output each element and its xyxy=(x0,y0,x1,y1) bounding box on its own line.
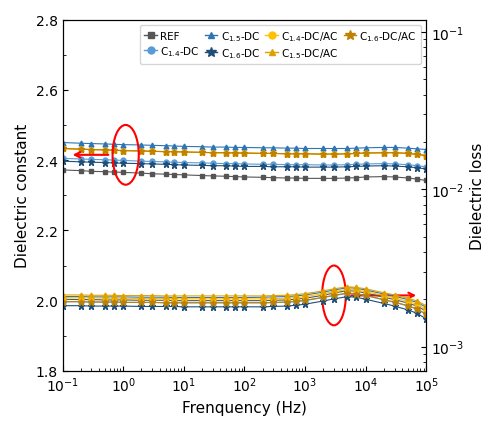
Y-axis label: Dielectric constant: Dielectric constant xyxy=(15,124,30,268)
Y-axis label: Dielectric loss: Dielectric loss xyxy=(470,142,485,249)
Legend: REF, $\mathregular{C_{1.4}}$-DC, $\mathregular{C_{1.5}}$-DC, $\mathregular{C_{1.: REF, $\mathregular{C_{1.4}}$-DC, $\mathr… xyxy=(140,26,421,64)
X-axis label: Frenquency (Hz): Frenquency (Hz) xyxy=(182,400,307,415)
